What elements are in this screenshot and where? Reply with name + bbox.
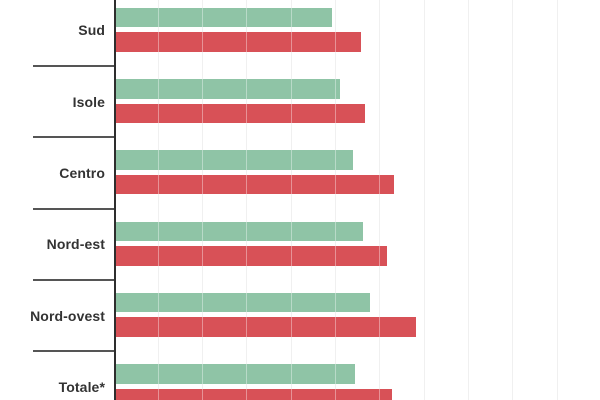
gridline [202,0,204,400]
bar-green [116,221,363,242]
gridline-overlay [423,0,425,400]
category-label: Isole [72,93,105,110]
category-label: Sud [78,22,105,39]
gridline [335,0,336,400]
chart-row: Nord-ovest [0,280,600,351]
bar-red [116,388,392,400]
gridline-overlay [556,0,558,400]
gridline-overlay [512,0,514,400]
gridline [246,0,248,400]
category-label: Nord-est [46,236,105,253]
gridline [157,0,159,400]
gridline-overlay [290,0,292,400]
chart-row: Totale* [0,351,600,400]
bar-red [116,174,394,195]
gridline-overlay [467,0,469,400]
category-separator [33,136,115,139]
bar-green [116,292,370,313]
category-separator [33,65,115,67]
category-label: Totale* [58,378,105,395]
category-label: Centro [59,164,105,181]
category-separator [33,278,115,281]
bar-red [116,103,365,123]
chart-row: Nord-est [0,209,600,280]
gridline [512,0,514,400]
gridline-overlay [335,0,336,400]
category-separator [33,207,115,210]
gridline [423,0,425,400]
chart-row: Sud [0,0,600,66]
bar-green [116,364,356,384]
chart-row: Isole [0,66,600,137]
gridline [290,0,292,400]
gridline-overlay [246,0,248,400]
bar-green [116,150,353,170]
gridline [556,0,558,400]
bar-red [116,246,388,266]
gridline [467,0,469,400]
gridline-overlay [202,0,204,400]
bar-green [116,7,332,28]
bar-red [116,317,417,337]
category-label: Nord-ovest [30,307,105,324]
chart-row: Centro [0,137,600,208]
bar-red [116,32,361,52]
bar-green [116,79,341,99]
gridline [379,0,381,400]
axis-line [113,0,116,400]
gridline-overlay [157,0,159,400]
gridline-overlay [379,0,381,400]
category-separator [33,350,115,353]
